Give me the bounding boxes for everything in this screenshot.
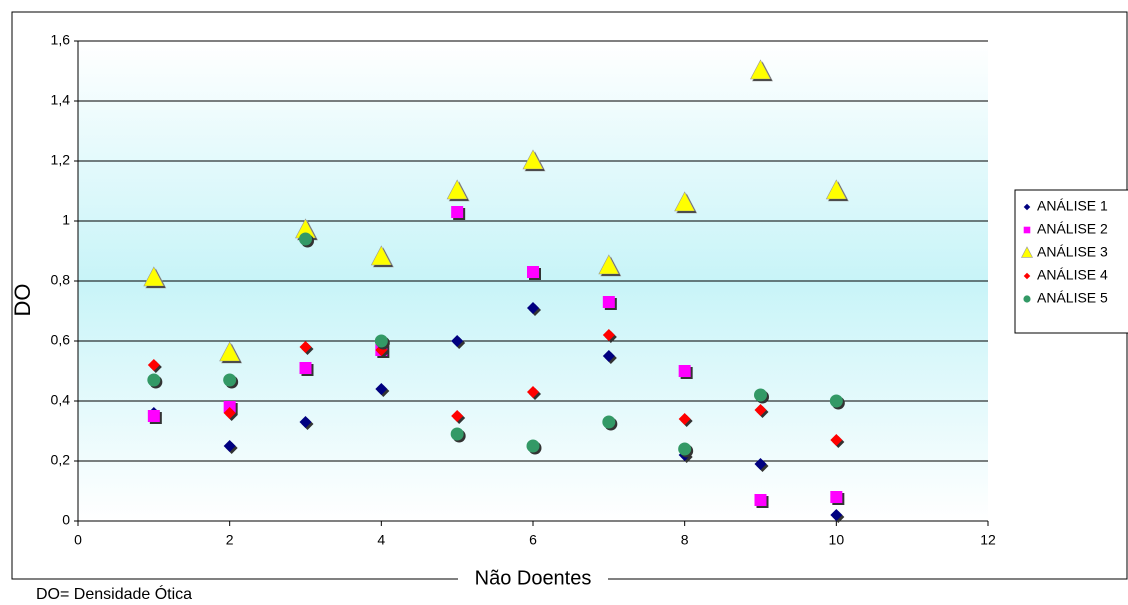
point <box>754 388 767 402</box>
legend-marker <box>1023 203 1031 211</box>
y-axis-title: DO <box>10 284 35 317</box>
point <box>374 334 388 348</box>
point <box>143 266 165 287</box>
point <box>147 359 160 371</box>
point <box>299 341 312 353</box>
legend-label: ANÁLISE 4 <box>1037 267 1108 283</box>
y-tick-label: 0,8 <box>51 272 71 288</box>
x-label-bg <box>458 568 608 590</box>
point <box>674 191 696 212</box>
point <box>219 341 241 362</box>
legend-marker <box>1023 295 1031 303</box>
point <box>750 59 771 80</box>
point <box>678 365 691 377</box>
point <box>602 350 615 362</box>
point <box>450 427 464 441</box>
point <box>299 416 312 428</box>
legend <box>1014 189 1128 334</box>
point <box>299 232 312 246</box>
point <box>223 373 237 387</box>
point <box>223 440 236 452</box>
point <box>527 386 539 398</box>
point <box>451 410 464 422</box>
point <box>451 206 464 218</box>
y-tick-label: 1,6 <box>51 32 71 48</box>
point <box>370 245 392 266</box>
point <box>299 362 312 374</box>
x-axis-title: Não Doentes <box>475 567 592 589</box>
y-tick-label: 0 <box>62 512 70 528</box>
y-tick-label: 1,4 <box>51 92 71 108</box>
legend-marker <box>1021 246 1033 258</box>
x-tick-label: 12 <box>980 532 996 548</box>
point <box>754 494 767 506</box>
legend-marker <box>1023 272 1031 280</box>
x-tick-label: 4 <box>377 532 385 548</box>
point <box>602 415 616 429</box>
point <box>825 179 847 200</box>
point <box>522 149 544 170</box>
y-tick-label: 0,4 <box>51 392 71 408</box>
point <box>147 410 160 422</box>
point <box>147 373 161 387</box>
point <box>223 407 236 419</box>
point <box>830 434 843 446</box>
x-tick-label: 10 <box>829 532 845 548</box>
point <box>446 179 468 200</box>
point <box>754 458 767 470</box>
y-tick-label: 1 <box>62 212 70 228</box>
point <box>527 302 539 314</box>
y-tick-label: 1,2 <box>51 152 71 168</box>
point <box>602 296 615 308</box>
legend-label: ANÁLISE 5 <box>1037 290 1108 306</box>
footnote: DO= Densidade Ótica <box>36 584 192 603</box>
point <box>678 413 691 425</box>
y-tick-label: 0,2 <box>51 452 71 468</box>
point <box>527 266 539 278</box>
legend-label: ANÁLISE 1 <box>1037 198 1108 214</box>
point <box>602 329 615 341</box>
legend-label: ANÁLISE 3 <box>1037 244 1108 260</box>
point <box>598 254 620 275</box>
legend-marker <box>1023 226 1031 234</box>
point <box>829 394 843 408</box>
x-tick-label: 0 <box>74 532 82 548</box>
point <box>526 439 540 453</box>
point <box>375 383 388 395</box>
point <box>678 442 692 456</box>
point <box>451 335 464 347</box>
point <box>754 404 767 416</box>
x-tick-label: 2 <box>226 532 234 548</box>
point <box>830 509 843 521</box>
x-tick-label: 8 <box>681 532 689 548</box>
x-tick-label: 6 <box>529 532 537 548</box>
point <box>830 491 843 503</box>
y-tick-label: 0,6 <box>51 332 71 348</box>
legend-label: ANÁLISE 2 <box>1037 221 1108 237</box>
